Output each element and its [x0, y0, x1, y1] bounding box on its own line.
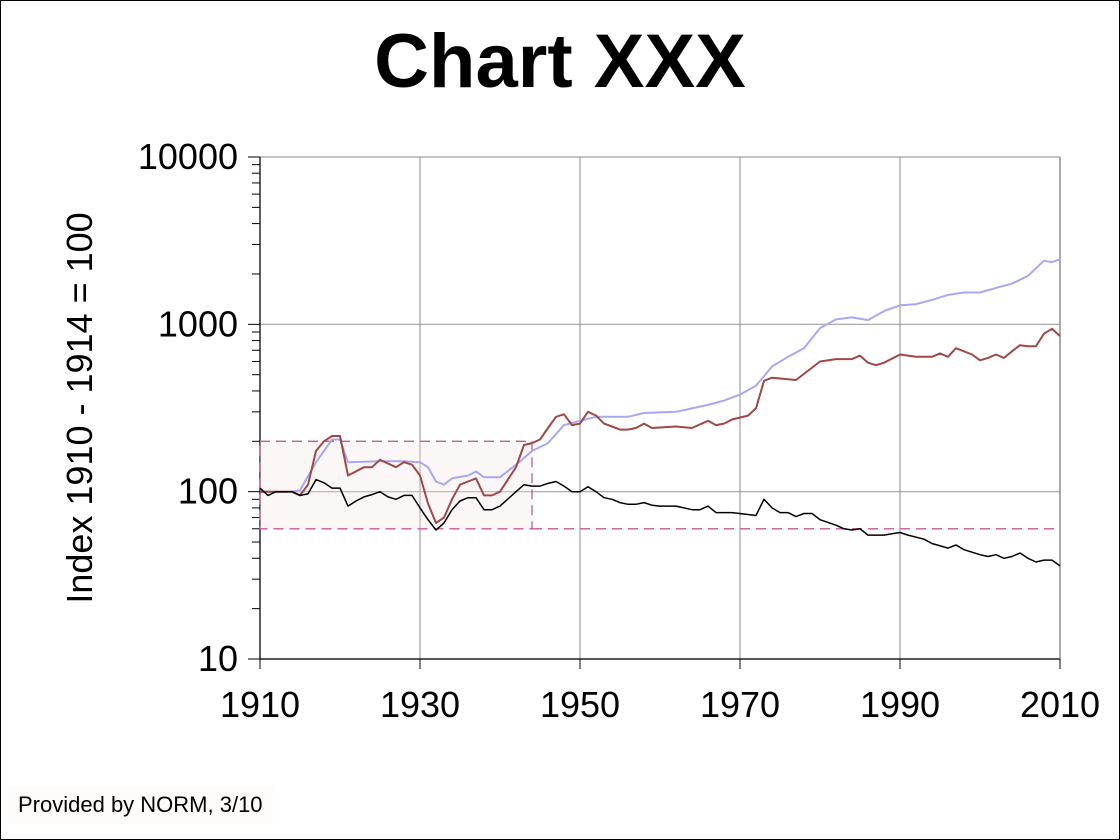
y-tick-label: 10000	[138, 136, 238, 177]
x-tick-label: 1930	[380, 684, 460, 725]
x-tick-label: 1910	[220, 684, 300, 725]
footer-credit: Provided by NORM, 3/10	[8, 786, 273, 824]
y-axis-label: Index 1910 - 1914 = 100	[59, 212, 100, 603]
series-line-light-blue	[260, 258, 1061, 493]
chart-title: Chart XXX	[374, 19, 746, 104]
x-tick-label: 2010	[1020, 684, 1100, 725]
y-tick-label: 100	[178, 471, 238, 512]
x-tick-label: 1970	[700, 684, 780, 725]
y-tick-label: 1000	[158, 303, 238, 344]
series-line-black	[259, 478, 1061, 567]
y-tick-label: 10	[198, 638, 238, 679]
x-tick-label: 1950	[540, 684, 620, 725]
x-tick-label: 1990	[860, 684, 940, 725]
reference-box	[259, 440, 533, 530]
series-line-brown	[260, 327, 1061, 524]
